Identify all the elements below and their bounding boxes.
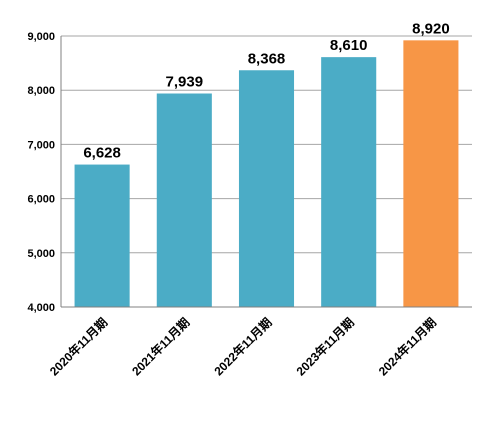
data-label: 8,610 [330,37,368,54]
y-tick-label: 8,000 [27,85,55,97]
y-tick-labels: 4,000 5,000 6,000 7,000 8,000 9,000 [27,31,55,314]
y-tick-label: 5,000 [27,248,55,260]
data-labels: 6,628 7,939 8,368 8,610 8,920 [83,20,449,161]
x-tick-label: 2021年11月期 [129,315,193,379]
data-label: 7,939 [166,74,204,91]
bar-2022年11月期 [238,70,295,308]
y-tick-label: 6,000 [27,194,55,206]
bar-2023年11月期 [321,57,377,307]
axes [60,36,472,308]
y-tick-label: 9,000 [27,31,55,43]
bar-2021年11月期 [156,93,212,308]
x-tick-label: 2023年11月期 [293,315,357,379]
y-tick-label: 7,000 [27,139,55,151]
x-tick-label: 2022年11月期 [211,315,275,379]
data-label: 8,368 [248,50,286,67]
data-label: 6,628 [83,145,121,162]
x-tick-label: 2024年11月期 [375,315,439,379]
x-tick-labels: 2020年11月期 2021年11月期 2022年11月期 2023年11月期 2024… [46,315,439,379]
x-tick-label: 2020年11月期 [46,315,110,379]
bar-2024年11月期 [403,40,459,307]
bar-2020年11月期 [74,164,130,307]
y-tick-label: 4,000 [27,302,55,314]
bars [74,40,459,308]
data-label: 8,920 [412,20,450,37]
